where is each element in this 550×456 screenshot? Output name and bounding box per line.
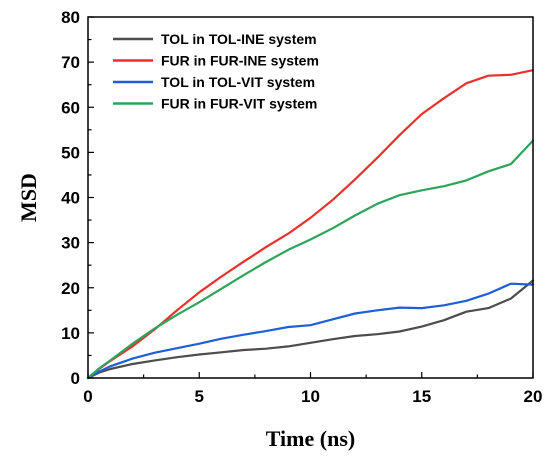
series-line-1 — [86, 279, 535, 380]
y-tick-label: 50 — [61, 143, 80, 162]
x-tick-label: 0 — [83, 387, 92, 406]
x-tick-label: 20 — [524, 387, 543, 406]
y-tick-label: 80 — [61, 8, 80, 27]
plot-frame — [87, 16, 534, 379]
y-tick-label: 0 — [71, 369, 80, 388]
x-tick-label: 10 — [301, 387, 320, 406]
x-tick-label: 5 — [195, 387, 204, 406]
y-tick-label: 40 — [61, 189, 80, 208]
series-line-2 — [86, 69, 535, 380]
legend-label-1: TOL in TOL-INE system — [161, 31, 317, 47]
series-line-3 — [86, 282, 535, 380]
legend-label-3: TOL in TOL-VIT system — [161, 74, 315, 90]
x-tick-label: 15 — [412, 387, 431, 406]
y-axis-label: MSD — [16, 173, 41, 222]
y-tick-label: 10 — [61, 324, 80, 343]
y-tick-label: 30 — [61, 234, 80, 253]
y-tick-label: 70 — [61, 53, 80, 72]
legend-label-4: FUR in FUR-VIT system — [161, 96, 317, 112]
y-tick-label: 20 — [61, 279, 80, 298]
x-axis-label: Time (ns) — [266, 426, 355, 451]
legend-label-2: FUR in FUR-INE system — [161, 53, 319, 69]
series-line-4 — [86, 139, 535, 380]
y-tick-label: 60 — [61, 98, 80, 117]
